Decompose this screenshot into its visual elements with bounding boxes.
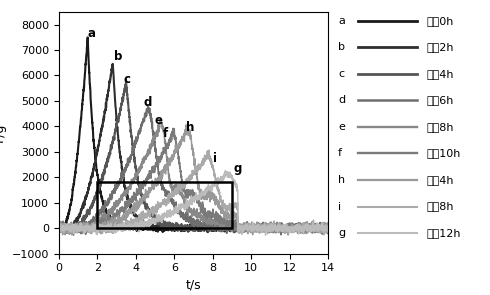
Text: 浸泩2h: 浸泩2h [426, 42, 454, 52]
Text: h: h [186, 122, 194, 135]
Text: g: g [234, 162, 243, 175]
Bar [98, 182, 232, 228]
Text: g: g [338, 228, 345, 238]
Text: 闷朐4h: 闷朐4h [426, 175, 454, 185]
Text: f: f [163, 127, 168, 140]
Text: h: h [338, 175, 345, 185]
Text: e: e [338, 122, 345, 132]
Y-axis label: F/g: F/g [0, 123, 6, 142]
Text: d: d [338, 95, 345, 105]
Text: 浸泩6h: 浸泩6h [426, 95, 454, 105]
Text: 浸泩10h: 浸泩10h [426, 148, 461, 158]
X-axis label: t/s: t/s [186, 279, 201, 292]
Text: b: b [114, 50, 122, 63]
Text: a: a [338, 16, 345, 26]
Text: i: i [213, 152, 217, 165]
Text: b: b [338, 42, 345, 52]
Text: 浸泩4h: 浸泩4h [426, 69, 454, 79]
Text: c: c [123, 73, 130, 86]
Text: a: a [88, 27, 96, 40]
Text: 浸泩0h: 浸泩0h [426, 16, 454, 26]
Text: i: i [338, 201, 341, 212]
Text: 闷朐12h: 闷朐12h [426, 228, 461, 238]
Text: 浸泩8h: 浸泩8h [426, 122, 454, 132]
Text: d: d [144, 96, 152, 109]
Text: e: e [154, 114, 162, 127]
Text: f: f [338, 148, 342, 158]
Text: 闷朐8h: 闷朐8h [426, 201, 454, 212]
Text: c: c [338, 69, 344, 79]
